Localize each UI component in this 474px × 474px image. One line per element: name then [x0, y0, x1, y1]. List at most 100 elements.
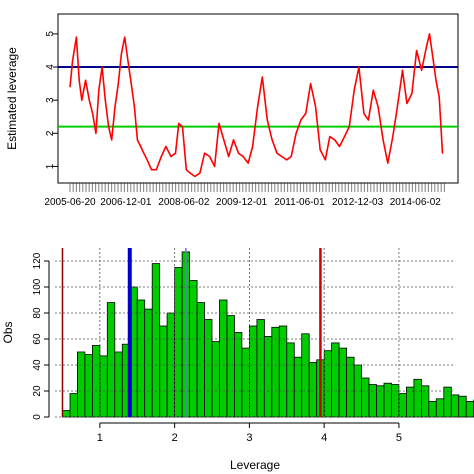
leverage-point	[232, 139, 235, 141]
x-tick-label: 3	[246, 432, 252, 444]
leverage-point	[353, 89, 355, 91]
histogram-bar	[376, 385, 385, 418]
leverage-point	[290, 155, 292, 158]
leverage-point	[181, 126, 184, 128]
histogram-bar	[413, 378, 422, 418]
histogram-bar	[286, 342, 295, 418]
leverage-point	[95, 132, 97, 134]
leverage-point	[396, 106, 398, 108]
histogram-bar	[331, 342, 340, 418]
leverage-point	[421, 69, 423, 71]
leverage-point	[286, 159, 288, 161]
leverage-point	[155, 169, 157, 171]
leverage-point	[199, 172, 201, 174]
histogram-bar	[256, 319, 265, 418]
leverage-point	[432, 56, 434, 58]
leverage-point	[257, 106, 259, 108]
leverage-point	[108, 126, 110, 128]
leverage-point	[261, 76, 263, 78]
histogram-bar	[204, 319, 213, 418]
x-tick-label: 1	[97, 432, 103, 444]
histogram-bar	[84, 354, 93, 418]
histogram-bar	[390, 384, 400, 418]
leverage-point	[338, 145, 341, 148]
histogram-bar	[383, 382, 392, 418]
leverage-point	[425, 46, 427, 48]
histogram-bar	[174, 267, 183, 418]
leverage-point	[247, 162, 249, 164]
histogram-bar	[62, 410, 71, 418]
leverage-point	[88, 99, 90, 101]
leverage-point	[363, 112, 365, 114]
date-tick-rug	[69, 183, 445, 192]
histogram-bar	[159, 325, 168, 418]
leverage-point	[271, 139, 273, 141]
leverage-point	[104, 99, 106, 101]
y-tick-label: 1	[45, 163, 56, 169]
leverage-point	[69, 86, 71, 88]
leverage-point	[276, 152, 278, 154]
x-tick-label: 2005-06-20	[44, 197, 96, 208]
leverage-point	[367, 119, 369, 121]
x-tick-label: 2012-12-03	[332, 197, 384, 208]
x-tick-label: 5	[396, 432, 402, 444]
leverage-point	[334, 139, 336, 141]
leverage-point	[406, 102, 408, 105]
leverage-point	[72, 59, 74, 62]
leverage-point	[329, 136, 331, 138]
leverage-point	[185, 169, 187, 171]
leverage-point	[165, 145, 167, 148]
histogram-bar	[92, 345, 101, 418]
leverage-time-series-panel: 1 2 3 4 5 2005-06-20 2006-12-01 2008-06-02 2009-…	[5, 13, 459, 208]
histogram-bar	[211, 341, 220, 418]
leverage-point	[218, 122, 220, 124]
histogram-bar	[77, 351, 86, 418]
histogram-bar	[248, 325, 258, 418]
x-tick-label: 2009-12-01	[216, 197, 268, 208]
leverage-point	[252, 145, 254, 148]
y-tick-label: 80	[32, 307, 43, 319]
leverage-point	[266, 119, 268, 121]
leverage-point	[319, 149, 321, 151]
leverage-point	[170, 155, 172, 158]
histogram-bar	[346, 356, 355, 418]
leverage-point	[140, 145, 142, 148]
y-tick-label: 4	[45, 64, 56, 70]
histogram-bar	[136, 299, 146, 418]
leverage-point	[150, 169, 153, 171]
leverage-point	[228, 155, 230, 158]
leverage-point	[435, 79, 437, 81]
histogram-bar	[233, 332, 243, 418]
leverage-point	[160, 155, 162, 158]
leverage-histogram-panel: 1 2 3 4 5 0 20 40 60 80 100 120 Leverage Obs	[1, 248, 474, 472]
y-tick-label: 60	[32, 333, 43, 345]
y-axis-title: Estimated leverage	[5, 47, 19, 150]
leverage-point	[223, 139, 225, 141]
histogram-bar	[443, 386, 452, 418]
leverage-point	[130, 83, 132, 85]
y-tick-label: 20	[32, 385, 43, 397]
leverage-point	[78, 79, 80, 81]
leverage-point	[214, 165, 216, 167]
y-tick-label: 0	[32, 414, 43, 420]
histogram-bar	[301, 333, 310, 418]
leverage-point	[438, 96, 440, 98]
histogram-bar	[465, 400, 474, 418]
histogram-bar	[278, 325, 288, 418]
histogram-bar	[293, 356, 303, 418]
histogram-bar	[398, 393, 407, 418]
leverage-point	[120, 53, 122, 55]
histogram-bar	[338, 347, 348, 418]
leverage-point	[111, 139, 113, 141]
leverage-point	[441, 152, 444, 154]
leverage-point	[295, 132, 297, 134]
leverage-point	[92, 112, 94, 114]
leverage-point	[117, 83, 119, 85]
histogram-bar	[435, 398, 445, 418]
y-tick-label: 2	[45, 130, 56, 136]
x-tick-label: 2008-06-02	[158, 197, 210, 208]
leverage-point	[305, 112, 307, 114]
leverage-point	[343, 136, 346, 138]
leverage-point	[75, 36, 77, 38]
leverage-point	[127, 59, 129, 62]
